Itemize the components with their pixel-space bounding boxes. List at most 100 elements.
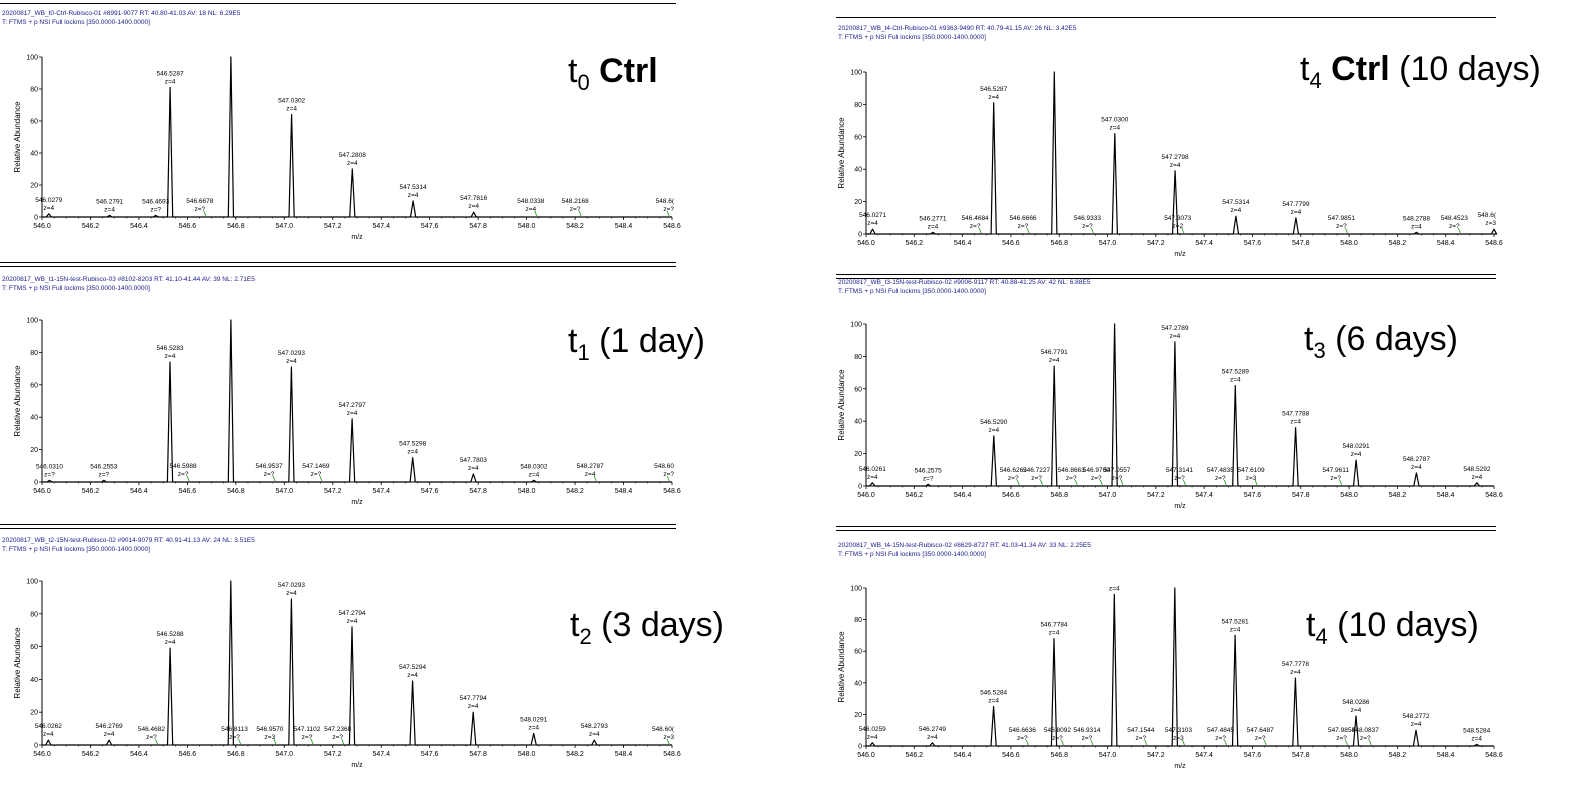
peak-charge-label: z=4 [1109, 125, 1120, 132]
peak-mz-label: 547.0293 [278, 350, 305, 357]
peak-leader-line [1263, 739, 1267, 746]
x-tick-label: 547.4 [1195, 492, 1213, 499]
x-tick-label: 548.2 [566, 488, 584, 495]
peak-mz-label: 546.4682 [138, 726, 165, 733]
y-tick-label: 40 [30, 415, 38, 422]
peak-mz-label: 546.5284 [980, 690, 1007, 697]
scan-header: 20200817_WB_t2-15N-test-Rubisco-02 #9014… [2, 537, 255, 544]
peak-charge-label: z=? [146, 734, 157, 741]
peak-mz-label: 546.0261 [859, 466, 886, 473]
peak-mz-label: 546.0310 [36, 463, 63, 470]
scan-header: 20200817_WB_t4-15N-test-Rubisco-02 #8629… [838, 542, 1091, 549]
peak-charge-label: z=? [178, 471, 189, 478]
peak-charge-label: z=2 [1172, 223, 1183, 230]
peak-mz-label: 547.3141 [1166, 467, 1193, 474]
panel-divider [0, 524, 676, 525]
y-tick-label: 20 [30, 447, 38, 454]
x-tick-label: 546.6 [179, 223, 197, 230]
panel-divider [0, 266, 676, 267]
x-tick-label: 546.2 [906, 240, 924, 247]
x-tick-label: 548.2 [566, 751, 584, 758]
peak-charge-label: z=4 [286, 358, 297, 365]
peak-leader-line [1223, 479, 1227, 486]
peak-charge-label: z=? [923, 475, 934, 482]
peak-mz-label: 548.0302 [520, 463, 547, 470]
y-axis-label: Relative Abundance [13, 365, 22, 437]
peak-charge-label: z=? [99, 471, 110, 478]
peak-charge-label: z=4 [928, 223, 939, 230]
peak-mz-label: 546.9333 [1074, 215, 1101, 222]
peak-mz-label: 548.6( [1478, 212, 1497, 219]
peak-mz-label: 546.2791 [96, 198, 123, 205]
scan-header: 20200817_WB_t0-Ctrl-Rubisco-01 #8991-907… [2, 10, 241, 17]
spectrum-panel-3: 20200817_WB_t4-Ctrl-Rubisco-01 #9363-949… [836, 14, 1541, 276]
peak-mz-label: 547.3103 [1165, 727, 1192, 734]
peak-mz-label: 548.2793 [581, 723, 608, 730]
peak-charge-label: z=4 [1472, 474, 1483, 481]
y-tick-label: 0 [34, 215, 38, 222]
peak-mz-label: 546.6666 [1009, 215, 1036, 222]
peak-mz-label: 547.6109 [1238, 467, 1265, 474]
peak-leader-line [1025, 739, 1029, 746]
peak-leader-line [1144, 739, 1148, 746]
peak-mz-label: 547.7788 [1282, 411, 1309, 418]
peak-charge-label: z=4 [286, 590, 297, 597]
peak-charge-label: z=? [663, 206, 674, 213]
x-tick-label: 546.6 [1002, 492, 1020, 499]
x-tick-label: 546.0 [33, 488, 51, 495]
peak-charge-label: z=? [1031, 475, 1042, 482]
spectrum-panel-5: 20200817_WB_t4-15N-test-Rubisco-02 #8629… [836, 526, 1503, 788]
peak-charge-label: z=4 [407, 672, 418, 679]
y-tick-label: 0 [858, 484, 862, 491]
peak-leader-line [666, 210, 670, 217]
peak-charge-label: z=? [1091, 475, 1102, 482]
peak-charge-label: z=? [1082, 735, 1093, 742]
y-tick-label: 0 [34, 480, 38, 487]
peak-leader-line [238, 738, 242, 745]
x-tick-label: 547.4 [1195, 752, 1213, 759]
peak-charge-label: z=4 [408, 192, 419, 199]
y-tick-label: 40 [854, 419, 862, 426]
x-tick-label: 547.0 [276, 751, 294, 758]
spectrum-trace [42, 56, 672, 218]
peak-charge-label: z=4 [1411, 223, 1422, 230]
peak-leader-line [186, 475, 190, 482]
scan-filter: T: FTMS + p NSI Full lockms [350.0000-14… [2, 546, 150, 553]
peak-mz-label: 547.9854 [1328, 727, 1355, 734]
spectrum-plot: 0 20 40 60 80 100 546.0 546.2 546.4 546.6 546.8 547… [837, 585, 1503, 770]
peak-mz-label: 546.2575 [915, 467, 942, 474]
panel-divider [0, 528, 676, 529]
peak-leader-line [203, 210, 207, 217]
peak-mz-label: 547.9611 [1322, 467, 1349, 474]
peak-mz-label: 546.9314 [1073, 727, 1100, 734]
x-tick-label: 548.6 [663, 751, 681, 758]
spectrum-panel-1: 20200817_WB_t1-15N-test-Rubisco-03 #8102… [0, 262, 705, 524]
peak-charge-label: z=4 [1170, 162, 1181, 169]
peak-charge-label: z=? [229, 734, 240, 741]
peak-mz-label: 546.9570 [256, 726, 283, 733]
x-tick-label: 546.4 [954, 752, 972, 759]
x-tick-label: 548.6 [1485, 752, 1503, 759]
y-tick-label: 60 [854, 649, 862, 656]
peak-leader-line [1345, 227, 1348, 234]
peak-mz-label: 548.2788 [1403, 215, 1430, 222]
peak-mz-label: 548.0837 [1352, 727, 1379, 734]
peak-mz-label: 548.5292 [1463, 466, 1490, 473]
x-tick-label: 547.6 [1244, 240, 1262, 247]
x-tick-label: 547.8 [469, 488, 487, 495]
peak-charge-label: z=4 [1230, 377, 1241, 384]
peak-charge-label: z=4 [988, 427, 999, 434]
peak-mz-label: 547.2798 [1162, 154, 1189, 161]
timepoint-label: t4 (10 days) [1306, 606, 1479, 649]
peak-leader-line [666, 738, 670, 745]
x-axis-label: m/z [1174, 503, 1186, 510]
timepoint-label: t4 Ctrl (10 days) [1300, 50, 1541, 93]
peak-charge-label: z=4 [1351, 707, 1362, 714]
peak-charge-label: z=3 [1246, 475, 1257, 482]
peak-charge-label: z=? [150, 206, 161, 213]
peak-charge-label: z=4 [585, 471, 596, 478]
spectrum-panel-0: 20200817_WB_t0-Ctrl-Rubisco-01 #8991-907… [0, 0, 681, 262]
x-tick-label: 548.2 [1389, 752, 1407, 759]
peak-mz-label: 547.4835 [1207, 467, 1234, 474]
peak-leader-line [1120, 479, 1124, 486]
